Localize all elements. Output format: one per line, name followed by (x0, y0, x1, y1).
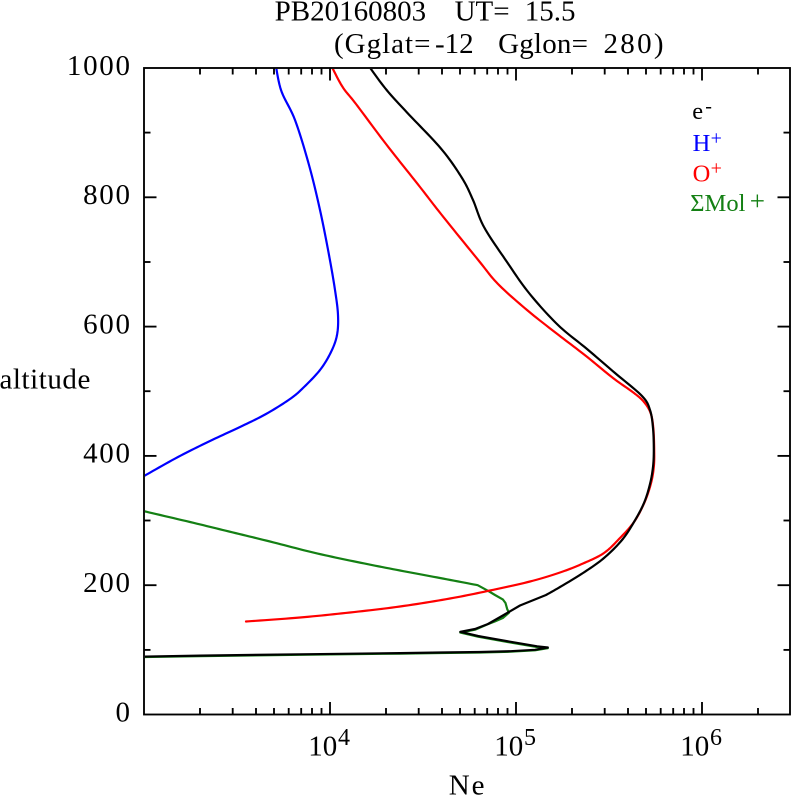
svg-text:altitude: altitude (0, 363, 91, 395)
svg-text:400: 400 (83, 438, 132, 470)
svg-text:6: 6 (710, 725, 722, 751)
svg-text:H: H (693, 130, 711, 157)
svg-text:1000: 1000 (67, 50, 132, 82)
svg-text:15.5: 15.5 (525, 0, 576, 28)
svg-text:5: 5 (524, 725, 536, 751)
svg-text:Ne: Ne (449, 770, 487, 796)
svg-text:10: 10 (680, 730, 709, 762)
svg-text:600: 600 (83, 308, 132, 340)
svg-text:0: 0 (115, 696, 131, 728)
svg-text:e: e (692, 98, 703, 125)
svg-text:ΣMol: ΣMol (690, 190, 745, 217)
svg-text:200: 200 (83, 567, 132, 599)
svg-text:+: + (711, 158, 722, 180)
svg-text:Gglon=: Gglon= (498, 28, 588, 60)
svg-text:O: O (693, 160, 711, 187)
svg-text:4: 4 (338, 725, 350, 751)
svg-text:+: + (711, 127, 722, 149)
svg-text:10: 10 (308, 730, 337, 762)
svg-text:+: + (750, 186, 765, 216)
svg-text:PB20160803: PB20160803 (275, 0, 426, 28)
svg-text:-12: -12 (435, 28, 474, 60)
svg-text:-: - (705, 95, 712, 117)
svg-text:800: 800 (83, 179, 132, 211)
svg-text:UT=: UT= (455, 0, 510, 28)
svg-text:(Gglat=: (Gglat= (334, 28, 431, 60)
svg-text:10: 10 (494, 730, 523, 762)
svg-text:280): 280) (604, 28, 666, 60)
